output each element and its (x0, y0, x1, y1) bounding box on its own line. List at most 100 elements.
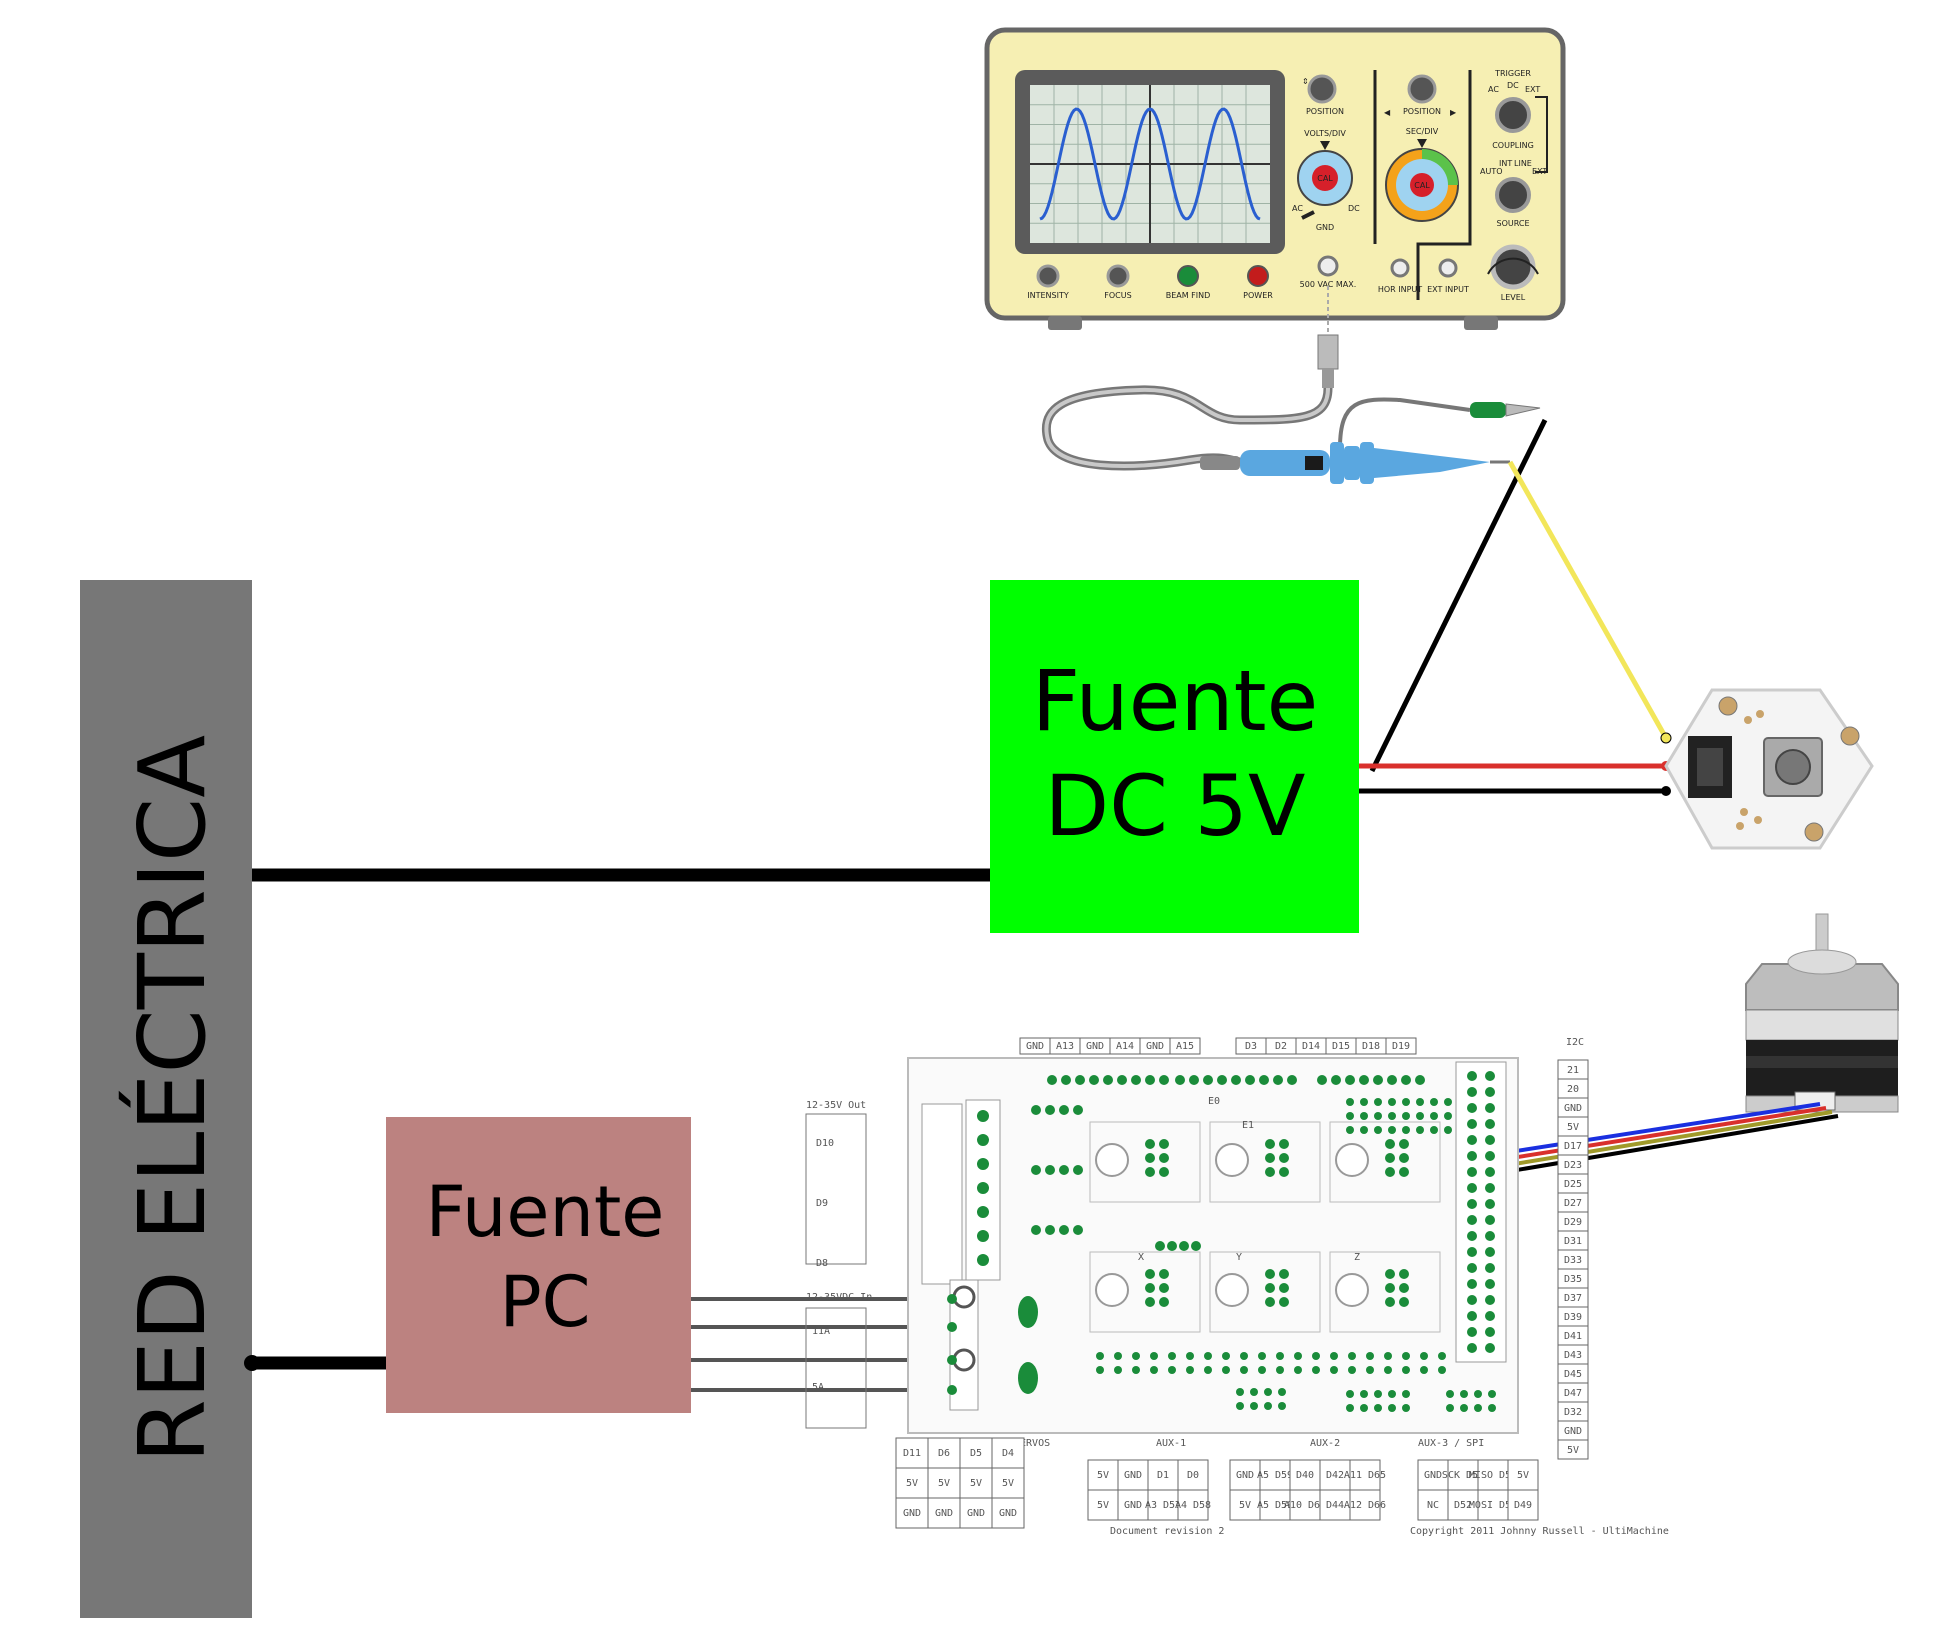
ramps-pads (977, 1075, 1496, 1412)
ramps-pad (1460, 1390, 1468, 1398)
osc-vertical-input-jack[interactable] (1317, 255, 1339, 277)
osc-sec-div-dial[interactable]: CAL (1385, 148, 1459, 222)
ramps-pad (1018, 1296, 1038, 1328)
osc-power-button[interactable] (1247, 265, 1269, 287)
ramps-pad (1167, 1241, 1177, 1251)
ramps-pad (1348, 1366, 1356, 1374)
ramps-pad (1279, 1269, 1289, 1279)
ramps-pad (1061, 1075, 1071, 1085)
ramps-pad (1346, 1404, 1354, 1412)
ramps-header-a-label: GND (1146, 1041, 1164, 1052)
ramps-axis-label: E0 (1208, 1096, 1220, 1107)
ramps-pad (1031, 1225, 1041, 1235)
ramps-driver-socket (1089, 1251, 1201, 1333)
ramps-pad (1317, 1075, 1327, 1085)
ramps-pad (1485, 1071, 1495, 1081)
ramps-pad (1132, 1366, 1140, 1374)
ramps-pad (1385, 1167, 1395, 1177)
ramps-pad (1279, 1297, 1289, 1307)
ramps-pad (1045, 1105, 1055, 1115)
ramps-pad (1264, 1402, 1272, 1410)
ramps-header-b-cell (1385, 1037, 1417, 1055)
ramps-pad (1217, 1075, 1227, 1085)
ramps-capacitor (1095, 1143, 1129, 1177)
osc-trigger-dc-label: DC (1507, 81, 1519, 90)
ramps-pad (1312, 1366, 1320, 1374)
grid-junction-dot (244, 1355, 260, 1371)
fuente-dc-block: Fuente DC 5V (990, 580, 1359, 933)
ramps-pad (1348, 1352, 1356, 1360)
ramps-side-label: D43 (1564, 1350, 1582, 1361)
ramps-pad (1265, 1283, 1275, 1293)
ramps-pad (1031, 1165, 1041, 1175)
ramps-pad (1402, 1098, 1410, 1106)
ramps-servo-cell (991, 1467, 1025, 1499)
ramps-aux2-cell (1319, 1489, 1351, 1521)
fuente-pc-line2: PC (499, 1261, 590, 1343)
osc-hor-input-jack[interactable] (1390, 258, 1410, 278)
ramps-side-label: D41 (1564, 1331, 1582, 1342)
osc-source-knob[interactable] (1495, 177, 1531, 213)
osc-gnd-label: GND (1316, 223, 1334, 232)
ramps-side-label: D31 (1564, 1236, 1582, 1247)
ramps-axis-labels: X Y Z E0 E1 (1138, 1096, 1360, 1263)
ramps-pad (1467, 1343, 1477, 1353)
ramps-pad (1467, 1151, 1477, 1161)
osc-intensity-knob[interactable] (1036, 264, 1060, 288)
ramps-pad (1467, 1199, 1477, 1209)
ramps-pad (1279, 1153, 1289, 1163)
ramps-pad (1388, 1098, 1396, 1106)
ramps-side-label: D45 (1564, 1369, 1582, 1380)
ramps-pad (1278, 1402, 1286, 1410)
ramps-pad (1488, 1390, 1496, 1398)
osc-ac-label: AC (1292, 204, 1303, 213)
ramps-pad (1485, 1183, 1495, 1193)
ramps-servo-cell (927, 1467, 961, 1499)
ramps-aux3-cell (1447, 1489, 1479, 1521)
ramps-pad (977, 1254, 989, 1266)
ramps-aux2-cell (1289, 1489, 1321, 1521)
probe-ground-clip[interactable] (1470, 402, 1506, 418)
ramps-aux2-cell (1259, 1489, 1291, 1521)
ramps-pad (1265, 1269, 1275, 1279)
ramps-pad (1485, 1087, 1495, 1097)
ramps-aux2-label: A11 D65 (1344, 1470, 1386, 1481)
ramps-side-label: D37 (1564, 1293, 1582, 1304)
ramps-pad (1488, 1404, 1496, 1412)
osc-line-label: LINE (1514, 159, 1532, 168)
ramps-aux1-label: AUX-1 (1156, 1438, 1186, 1449)
ramps-pad (1360, 1390, 1368, 1398)
osc-h-position-knob[interactable] (1407, 74, 1437, 104)
ramps-pad (1159, 1139, 1169, 1149)
osc-volts-div-dial[interactable]: CAL (1297, 150, 1353, 206)
ramps-servo-label: D4 (1002, 1448, 1014, 1459)
osc-v-position-knob[interactable] (1307, 74, 1337, 104)
ramps-pad (1399, 1269, 1409, 1279)
ramps-i2c-label: I2C (1566, 1037, 1584, 1048)
ramps-servo-label: D6 (938, 1448, 950, 1459)
ramps-capacitor (1335, 1273, 1369, 1307)
ramps-pad (1073, 1165, 1083, 1175)
ramps-capacitor (1215, 1273, 1249, 1307)
ramps-d-side-label: D9 (816, 1198, 828, 1209)
ramps-pad (1485, 1311, 1495, 1321)
ramps-pad (1385, 1283, 1395, 1293)
ramps-right-side-labels: 21 20 GND 5V D17 D23 D25 D27 D29 D31 D33 D35 D37 D39 D… (1557, 1059, 1589, 1460)
ramps-5a-label: 5A (812, 1382, 824, 1393)
ramps-pad (1159, 1153, 1169, 1163)
ramps-pad (1399, 1153, 1409, 1163)
ramps-aux2-label: 5V (1239, 1500, 1251, 1511)
osc-focus-knob[interactable] (1106, 264, 1130, 288)
osc-beam-find-button[interactable] (1177, 265, 1199, 287)
ramps-aux1-label: 5V (1097, 1470, 1109, 1481)
osc-ext-input-jack[interactable] (1438, 258, 1458, 278)
osc-coupling-knob[interactable] (1495, 97, 1531, 133)
ramps-aux1-cell (1147, 1489, 1179, 1521)
ramps-pad (1385, 1297, 1395, 1307)
ramps-pad (1273, 1075, 1283, 1085)
osc-level-knob[interactable] (1490, 244, 1536, 290)
ramps-pad (1416, 1098, 1424, 1106)
ramps-aux2-cell (1229, 1459, 1261, 1491)
ramps-pad (1345, 1075, 1355, 1085)
ramps-pad (1159, 1167, 1169, 1177)
